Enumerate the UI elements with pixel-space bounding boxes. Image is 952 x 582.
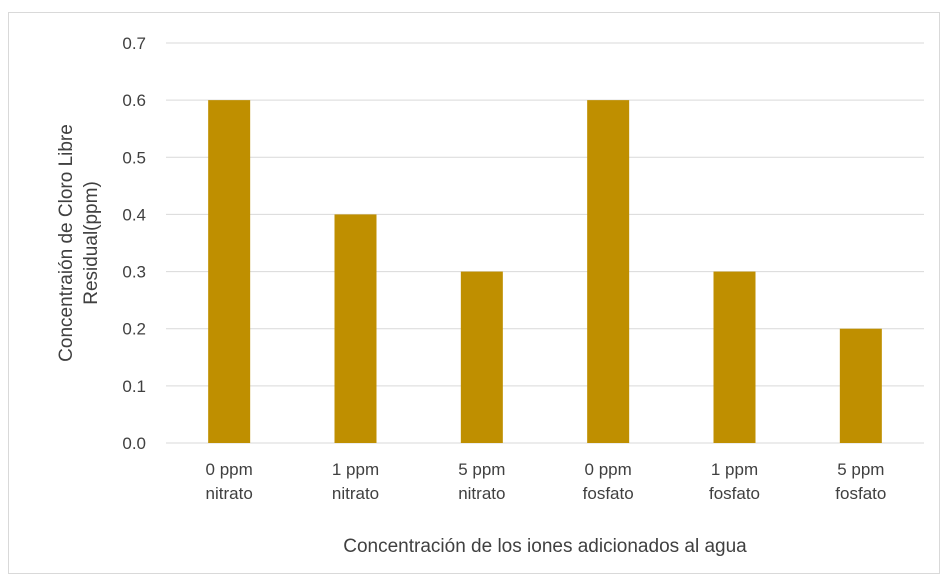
y-tick-label: 0.0 <box>122 434 146 453</box>
x-axis-ticks: 0 ppm nitrato 1 ppm nitrato 5 ppm nitrato 0 pp… <box>206 460 887 503</box>
y-tick-label: 0.4 <box>122 205 146 224</box>
y-tick-label: 0.1 <box>122 377 146 396</box>
x-tick-label: 5 ppm fosfato <box>835 460 886 503</box>
x-tick-label: 5 ppm nitrato <box>458 460 505 503</box>
x-tick-label: 1 ppm nitrato <box>332 460 379 503</box>
x-tick-label: 0 ppm fosfato <box>583 460 634 503</box>
y-tick-label: 0.7 <box>122 34 146 53</box>
bar <box>839 328 882 443</box>
x-tick-label: 0 ppm nitrato <box>206 460 253 503</box>
bars <box>208 100 882 444</box>
bar <box>460 271 503 443</box>
y-tick-label: 0.2 <box>122 320 146 339</box>
x-tick-label: 1 ppm fosfato <box>709 460 760 503</box>
gridlines <box>166 42 924 444</box>
y-tick-label: 0.5 <box>122 148 146 167</box>
y-axis-title: Concentraión de Cloro Libre Residual(ppm) <box>56 124 102 362</box>
bar <box>208 100 251 444</box>
bar <box>713 271 756 443</box>
y-tick-label: 0.3 <box>122 263 146 282</box>
bar <box>334 214 377 443</box>
y-axis-ticks: 0.0 0.1 0.2 0.3 0.4 0.5 0.6 0.7 <box>122 34 146 453</box>
y-tick-label: 0.6 <box>122 91 146 110</box>
x-axis-title: Concentración de los iones adicionados a… <box>343 536 747 557</box>
bar <box>587 100 630 444</box>
